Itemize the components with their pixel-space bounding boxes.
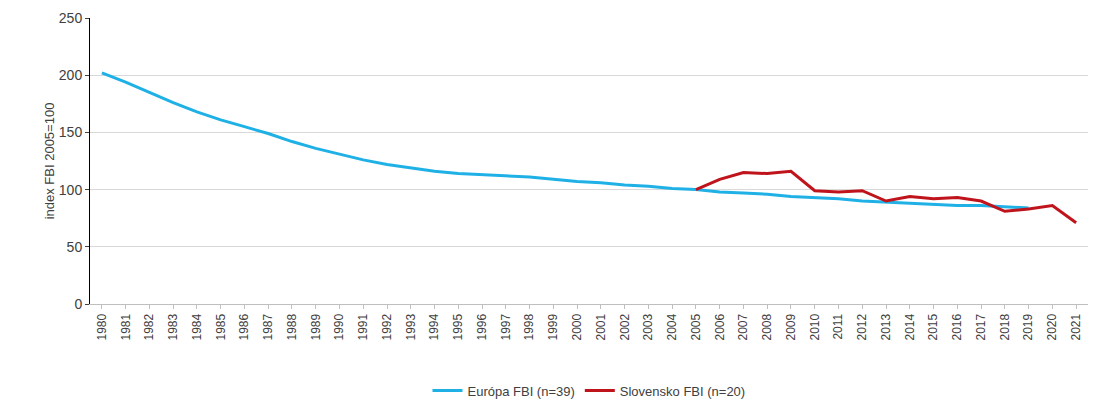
svg-text:1990: 1990: [332, 313, 346, 340]
svg-text:1996: 1996: [475, 313, 489, 340]
svg-text:1995: 1995: [451, 313, 465, 340]
svg-text:1987: 1987: [261, 313, 275, 340]
svg-text:2018: 2018: [998, 313, 1012, 340]
svg-text:50: 50: [67, 239, 83, 255]
svg-text:1998: 1998: [523, 313, 537, 340]
svg-text:2001: 2001: [594, 313, 608, 340]
svg-text:2003: 2003: [641, 313, 655, 340]
svg-text:2002: 2002: [618, 313, 632, 340]
svg-text:2000: 2000: [570, 313, 584, 340]
svg-text:1986: 1986: [237, 313, 251, 340]
svg-text:2019: 2019: [1022, 313, 1036, 340]
svg-text:1983: 1983: [166, 313, 180, 340]
svg-text:2020: 2020: [1045, 313, 1059, 340]
svg-text:2013: 2013: [879, 313, 893, 340]
svg-text:0: 0: [74, 296, 82, 312]
svg-text:2008: 2008: [760, 313, 774, 340]
svg-text:200: 200: [59, 67, 83, 83]
svg-text:1980: 1980: [95, 313, 109, 340]
svg-text:2004: 2004: [665, 313, 679, 340]
svg-text:1984: 1984: [190, 313, 204, 340]
svg-text:index FBI 2005=100: index FBI 2005=100: [42, 103, 57, 220]
svg-text:2012: 2012: [855, 313, 869, 340]
svg-text:2006: 2006: [713, 313, 727, 340]
svg-text:1999: 1999: [546, 313, 560, 340]
svg-text:1994: 1994: [427, 313, 441, 340]
svg-text:150: 150: [59, 124, 83, 140]
svg-text:Slovensko FBI (n=20): Slovensko FBI (n=20): [620, 384, 745, 399]
svg-text:2007: 2007: [736, 313, 750, 340]
svg-text:2015: 2015: [926, 313, 940, 340]
svg-text:1991: 1991: [356, 313, 370, 340]
svg-text:1988: 1988: [285, 313, 299, 340]
svg-text:1982: 1982: [142, 313, 156, 340]
svg-text:100: 100: [59, 182, 83, 198]
svg-text:2011: 2011: [831, 313, 845, 339]
svg-text:2014: 2014: [903, 313, 917, 340]
svg-text:1981: 1981: [119, 313, 133, 340]
svg-text:2009: 2009: [784, 313, 798, 340]
svg-text:250: 250: [59, 10, 83, 26]
svg-text:1992: 1992: [380, 313, 394, 340]
svg-text:1997: 1997: [499, 313, 513, 340]
svg-text:Európa FBI (n=39): Európa FBI (n=39): [468, 384, 575, 399]
svg-text:2005: 2005: [689, 313, 703, 340]
svg-text:2017: 2017: [974, 313, 988, 340]
svg-text:2016: 2016: [950, 313, 964, 340]
svg-text:1993: 1993: [404, 313, 418, 340]
svg-text:2010: 2010: [808, 313, 822, 340]
svg-text:2021: 2021: [1069, 313, 1083, 340]
svg-text:1989: 1989: [309, 313, 323, 340]
svg-text:1985: 1985: [214, 313, 228, 340]
